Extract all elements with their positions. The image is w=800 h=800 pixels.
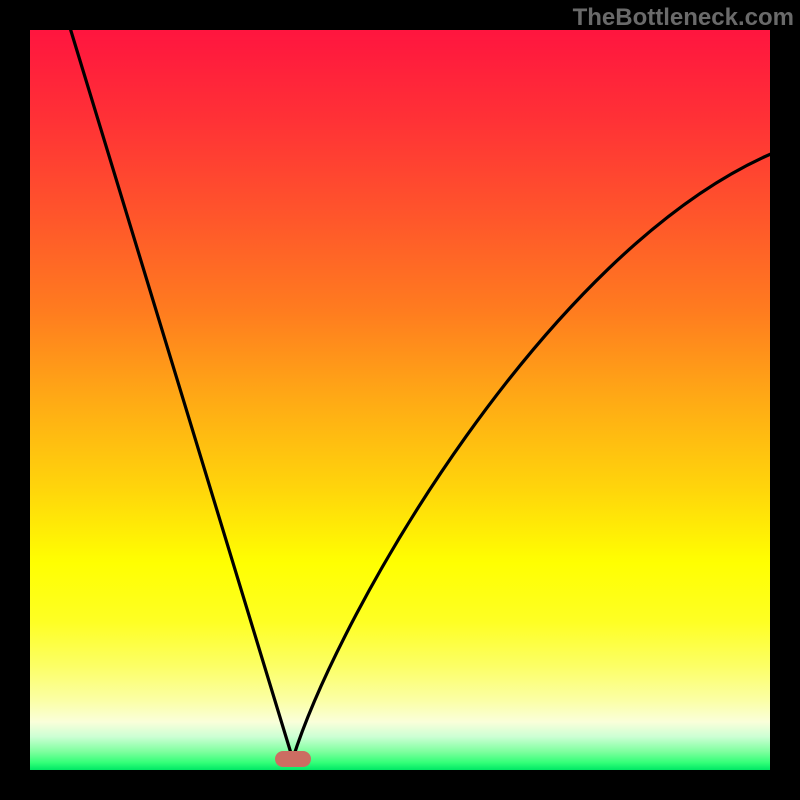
plot-area xyxy=(30,30,770,770)
watermark-text: TheBottleneck.com xyxy=(573,4,794,32)
minimum-marker xyxy=(275,751,311,767)
chart-frame: TheBottleneck.com xyxy=(0,0,800,800)
bottleneck-curve xyxy=(30,30,770,770)
